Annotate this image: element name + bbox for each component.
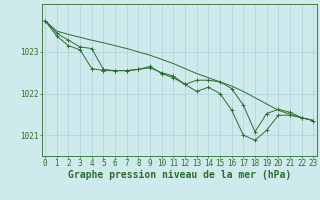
- X-axis label: Graphe pression niveau de la mer (hPa): Graphe pression niveau de la mer (hPa): [68, 170, 291, 180]
